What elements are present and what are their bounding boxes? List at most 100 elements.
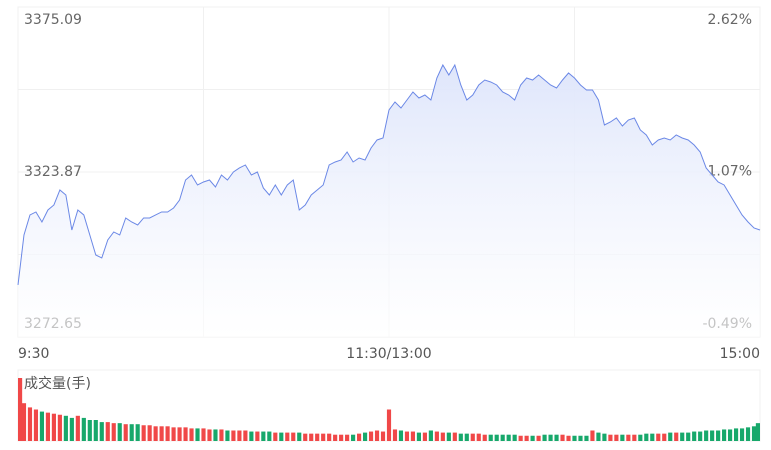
volume-bar [374, 430, 380, 441]
volume-bar [482, 434, 487, 441]
volume-bar [398, 430, 404, 441]
volume-bar [500, 434, 505, 441]
volume-bar [117, 423, 122, 441]
volume-bar [632, 434, 637, 441]
volume-bar [249, 431, 254, 441]
volume-bar [123, 424, 128, 441]
volume-bar [99, 422, 104, 441]
y2-tick-label: 2.62% [708, 12, 752, 28]
volume-bar [458, 433, 463, 441]
volume-bar [422, 432, 427, 441]
volume-bar [728, 429, 733, 441]
volume-bar [327, 433, 332, 441]
volume-bar [273, 432, 278, 441]
volume-bar [171, 427, 176, 441]
volume-bar [129, 424, 134, 441]
volume-bar [345, 434, 350, 441]
volume-bar [530, 435, 535, 441]
volume-bar [315, 433, 320, 441]
volume-bar [111, 423, 116, 441]
volume-bar [231, 430, 236, 441]
volume-bar [93, 420, 98, 441]
price-line [17, 63, 761, 286]
volume-bar [755, 423, 760, 441]
volume-bar [668, 432, 673, 441]
volume-bar [333, 434, 338, 441]
volume-bar [506, 434, 511, 441]
volume-bar [261, 431, 266, 441]
volume-bar [434, 431, 439, 441]
volume-bar [285, 432, 290, 441]
volume-bar [698, 431, 703, 441]
volume-bar [716, 430, 721, 441]
volume-bar [602, 433, 607, 441]
volume-bar [57, 414, 62, 441]
volume-bar [297, 432, 302, 441]
volume-bar [321, 433, 326, 441]
x-tick-label: 9:30 [18, 346, 49, 362]
volume-bar [476, 433, 481, 441]
volume-bar [63, 415, 68, 441]
volume-bar [620, 434, 625, 441]
volume-bar [69, 417, 74, 441]
volume-bar [135, 424, 140, 441]
volume-bar [279, 432, 284, 441]
volume-bar [590, 430, 595, 441]
volume-bar [464, 433, 469, 441]
volume-bar [237, 430, 242, 441]
volume-bar [524, 435, 529, 441]
volume-bar [368, 431, 374, 441]
volume-bar [351, 434, 356, 441]
volume-bar [542, 434, 547, 441]
volume-bar [470, 433, 475, 441]
volume-bar [339, 434, 344, 441]
volume-bar [303, 433, 308, 441]
volume-bar [446, 432, 451, 441]
volume-bar [739, 428, 745, 441]
volume-bar [733, 428, 739, 441]
volume-bar [638, 434, 643, 441]
volume-bar [680, 432, 685, 441]
x-tick-label: 11:30/13:00 [346, 346, 431, 362]
volume-bar [745, 427, 751, 441]
volume-bar [548, 434, 553, 441]
volume-bar [291, 432, 296, 441]
volume-bar [153, 426, 158, 441]
volume-bar [243, 430, 248, 441]
volume-bar [416, 432, 421, 441]
volume-bar [159, 426, 164, 441]
volume-bar [686, 432, 691, 441]
volume-bar [225, 430, 230, 441]
volume-bar [518, 435, 523, 441]
volume-bar [362, 432, 368, 441]
volume-bar [33, 409, 39, 441]
volume-bar [644, 433, 649, 441]
volume-bar [751, 426, 757, 441]
volume-bar [626, 434, 631, 441]
volume-bar [21, 403, 27, 441]
x-tick-label: 15:00 [720, 346, 760, 362]
volume-bar [704, 430, 709, 441]
volume-bar [75, 415, 80, 441]
volume-bar [656, 433, 661, 441]
volume-title: 成交量(手) [24, 375, 91, 392]
volume-bar [189, 428, 194, 441]
volume-bar [267, 431, 272, 441]
volume-bar [578, 435, 583, 441]
volume-bar [404, 431, 410, 441]
volume-bar [105, 422, 110, 441]
volume-bar [584, 435, 589, 441]
volume-bar [45, 412, 50, 441]
y-tick-label: 3375.09 [24, 12, 82, 28]
volume-bar [386, 409, 392, 441]
volume-bar [554, 434, 559, 441]
volume-bar [674, 432, 679, 441]
volume-bar [51, 413, 56, 441]
volume-bar [566, 435, 571, 441]
volume-bar [710, 430, 715, 441]
volume-bar [255, 431, 260, 441]
volume-bar [494, 434, 499, 441]
volume-bar [614, 434, 619, 441]
